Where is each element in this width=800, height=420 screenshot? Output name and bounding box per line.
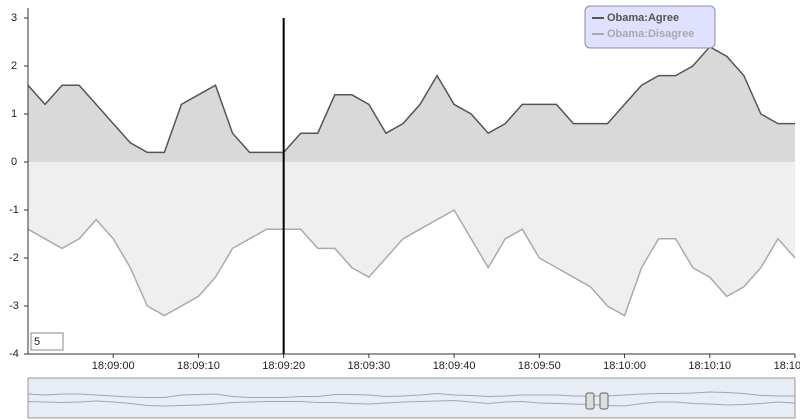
roll-period-box[interactable] — [30, 332, 64, 351]
area — [28, 46, 795, 162]
x-tick-label: 18:09:20 — [262, 360, 305, 372]
x-tick-label: 18:09:10 — [177, 360, 220, 372]
y-tick-label: -3 — [9, 300, 19, 312]
y-tick-label: 0 — [11, 156, 17, 168]
x-tick-label: 18:10:10 — [688, 360, 731, 372]
legend-box — [584, 5, 716, 49]
x-tick-label: 18:09:30 — [347, 360, 390, 372]
y-tick-label: 2 — [11, 60, 17, 72]
mini-line — [27, 399, 796, 407]
range-handle[interactable] — [585, 392, 595, 410]
y-tick-label: -2 — [9, 252, 19, 264]
legend-label: Obama:Agree — [607, 12, 679, 24]
x-tick-label: 18:10:00 — [603, 360, 646, 372]
x-tick-label: 18:10:20 — [774, 360, 800, 372]
y-tick-label: 3 — [11, 12, 17, 24]
y-tick-label: 1 — [11, 108, 17, 120]
range-handle[interactable] — [599, 392, 609, 410]
roll-period[interactable]: 5 — [34, 336, 40, 348]
legend-label: Obama:Disagree — [607, 28, 694, 40]
line — [27, 45, 795, 154]
line — [27, 208, 796, 317]
x-tick-label: 18:09:40 — [433, 360, 476, 372]
legend: Obama:Agree Obama:Disagree — [584, 5, 716, 49]
range-selector[interactable] — [27, 377, 796, 419]
area — [28, 162, 795, 316]
y-tick-label: -1 — [9, 204, 19, 216]
mini-line — [27, 391, 795, 398]
x-tick-label: 18:09:50 — [518, 360, 561, 372]
x-tick-label: 18:09:00 — [92, 360, 135, 372]
y-tick-label: -4 — [9, 348, 19, 360]
